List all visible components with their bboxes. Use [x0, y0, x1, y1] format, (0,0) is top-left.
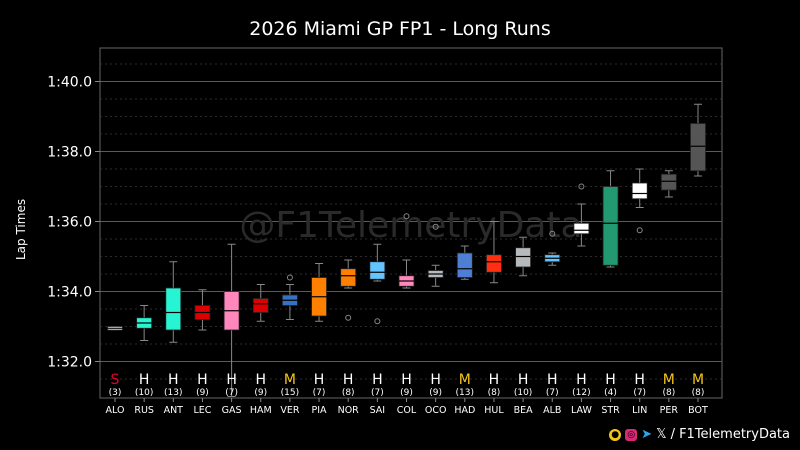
y-tick-label: 1:32.0: [47, 355, 92, 371]
chart-title: 2026 Miami GP FP1 - Long Runs: [249, 18, 551, 40]
x-tick-label-alb: ALB: [543, 405, 561, 416]
lap-count-label: (7): [633, 388, 646, 398]
lap-count-label: (10): [135, 388, 153, 398]
lap-count-label: (3): [109, 388, 122, 398]
box-per: [660, 173, 677, 191]
x-tick-label-law: LAW: [571, 405, 592, 416]
lap-count-label: (7): [371, 388, 384, 398]
x-tick-label-oco: OCO: [425, 405, 447, 416]
outlier-point: [432, 223, 439, 230]
x-tick-label-lec: LEC: [193, 405, 211, 416]
lap-count-label: (8): [488, 388, 501, 398]
x-tick-label-had: HAD: [454, 405, 475, 416]
y-tick-label: 1:34.0: [47, 285, 92, 301]
x-tick-label-bot: BOT: [688, 405, 708, 416]
lap-count-label: (9): [254, 388, 267, 398]
box-nor: [340, 268, 357, 287]
lap-count-label: (7): [225, 388, 238, 398]
compound-label: H: [314, 372, 325, 388]
x-tick-label-nor: NOR: [338, 405, 360, 416]
footer: ● ◎ ➤ 𝕏 / F1TelemetryData: [609, 427, 790, 442]
compound-label: H: [605, 372, 616, 388]
x-tick-label-ham: HAM: [250, 405, 272, 416]
lap-count-label: (13): [164, 388, 182, 398]
compound-label: H: [255, 372, 266, 388]
outlier-point: [345, 314, 352, 321]
outlier-point: [374, 318, 381, 325]
compound-label: H: [168, 372, 179, 388]
compound-label: H: [372, 372, 383, 388]
box-lin: [631, 182, 648, 200]
compound-label: H: [518, 372, 529, 388]
outlier-point: [549, 230, 556, 237]
lap-count-label: (7): [546, 388, 559, 398]
compound-label: H: [139, 372, 150, 388]
telegram-icon: ➤: [641, 427, 653, 442]
x-tick-label-hul: HUL: [484, 405, 504, 416]
x-icon: 𝕏: [656, 427, 667, 442]
box-had: [456, 252, 473, 278]
compound-label: M: [459, 372, 471, 388]
y-tick-label: 1:36.0: [47, 215, 92, 231]
x-tick-label-ver: VER: [280, 405, 300, 416]
outlier-point: [578, 183, 585, 190]
box-sai: [369, 261, 386, 280]
compound-label: H: [401, 372, 412, 388]
y-tick-label: 1:38.0: [47, 145, 92, 161]
compound-label: M: [692, 372, 704, 388]
lap-count-label: (12): [572, 388, 590, 398]
box-ham: [252, 298, 269, 313]
lap-count-label: (9): [196, 388, 209, 398]
lap-count-label: (9): [400, 388, 413, 398]
x-tick-label-lin: LIN: [632, 405, 647, 416]
x-tick-label-per: PER: [660, 405, 679, 416]
compound-label: H: [430, 372, 441, 388]
x-tick-label-rus: RUS: [134, 405, 154, 416]
x-tick-label-ant: ANT: [164, 405, 184, 416]
compound-label: H: [343, 372, 354, 388]
x-tick-label-alo: ALO: [106, 405, 125, 416]
box-bot: [690, 123, 706, 172]
footer-handle: / F1TelemetryData: [670, 427, 790, 442]
x-tick-label-str: STR: [601, 405, 620, 416]
lap-count-label: (8): [692, 388, 705, 398]
compound-label: H: [226, 372, 237, 388]
box-ant: [165, 287, 182, 331]
lap-count-label: (7): [313, 388, 326, 398]
outlier-point: [403, 213, 410, 220]
lap-count-label: (9): [429, 388, 442, 398]
compound-label: M: [663, 372, 675, 388]
box-law: [573, 222, 590, 235]
outlier-point: [286, 274, 293, 281]
x-tick-label-gas: GAS: [222, 405, 242, 416]
lap-count-label: (8): [342, 388, 355, 398]
compound-label: H: [634, 372, 645, 388]
watermark: @F1TelemetryData: [239, 205, 582, 246]
compound-label: H: [547, 372, 558, 388]
instagram-icon: ◎: [625, 428, 638, 441]
lap-count-label: (8): [662, 388, 675, 398]
box-bea: [515, 247, 531, 268]
lap-count-label: (13): [456, 388, 474, 398]
snapchat-icon: ●: [609, 428, 622, 441]
outlier-point: [636, 227, 643, 234]
compound-label: M: [284, 372, 296, 388]
lap-count-label: (10): [514, 388, 532, 398]
compound-label: H: [489, 372, 500, 388]
compound-label: S: [111, 372, 120, 388]
y-tick-label: 1:40.0: [47, 75, 92, 91]
lap-count-label: (4): [604, 388, 617, 398]
compound-label: H: [576, 372, 587, 388]
x-tick-label-bea: BEA: [514, 405, 534, 416]
x-tick-label-pia: PIA: [312, 405, 328, 416]
compound-label: H: [197, 372, 208, 388]
box-str: [602, 186, 619, 266]
x-tick-label-sai: SAI: [370, 405, 386, 416]
lap-count-label: (15): [281, 388, 299, 398]
box-hul: [486, 254, 502, 273]
x-tick-label-col: COL: [397, 405, 417, 416]
